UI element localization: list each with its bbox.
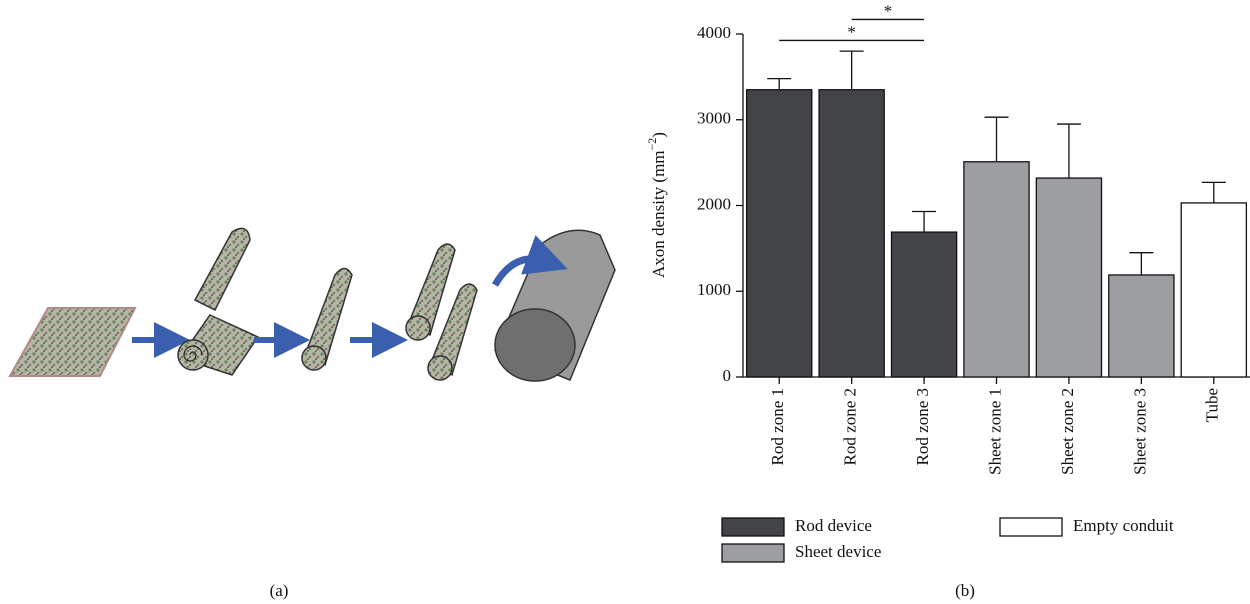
- bar: [1180, 202, 1248, 378]
- roll: [193, 227, 251, 312]
- panel-label: (a): [270, 581, 289, 600]
- y-axis-label-suffix: ): [649, 132, 668, 138]
- x-tick-label: Rod zone 1: [768, 388, 787, 465]
- bar: [745, 89, 813, 378]
- rod: [407, 243, 456, 337]
- y-axis-label-text: Axon density (mm: [649, 150, 668, 278]
- legend-label: Sheet device: [795, 542, 881, 561]
- rod: [304, 267, 353, 367]
- tube-end: [494, 308, 576, 382]
- illustration: (a): [8, 227, 616, 600]
- x-tick-label: Tube: [1203, 388, 1222, 422]
- legend-swatch: [999, 517, 1063, 537]
- legend-label: Empty conduit: [1073, 516, 1174, 535]
- panel-label: (b): [955, 581, 975, 600]
- bar: [963, 161, 1030, 378]
- x-tick-label: Sheet zone 2: [1058, 388, 1077, 475]
- rod-end: [427, 355, 453, 381]
- curved-arrow: [491, 235, 568, 287]
- y-tick-label: 3000: [697, 109, 731, 128]
- rod-end: [405, 315, 431, 341]
- x-tick-label: Rod zone 3: [913, 388, 932, 465]
- spiral: [183, 345, 203, 362]
- bar: [890, 231, 958, 378]
- bar: [818, 89, 885, 378]
- x-tick-label: Sheet zone 1: [985, 388, 1004, 475]
- x-tick-label: Rod zone 2: [841, 388, 860, 465]
- rod: [429, 283, 478, 377]
- y-tick-label: 4000: [697, 23, 731, 42]
- significance-label: *: [847, 22, 856, 41]
- significance-label: *: [884, 1, 893, 20]
- y-tick-label: 2000: [697, 194, 731, 213]
- y-axis-label: Axon density (mm−2): [645, 132, 668, 278]
- roll-end: [177, 339, 209, 371]
- legend-label: Rod device: [795, 516, 872, 535]
- rod-end: [301, 345, 327, 371]
- legend-swatch: [721, 517, 785, 537]
- bar: [1035, 177, 1103, 378]
- y-tick-label: 1000: [697, 280, 731, 299]
- sheet: [8, 307, 137, 377]
- bar: [1108, 274, 1175, 378]
- legend-swatch: [721, 543, 785, 563]
- x-tick-label: Sheet zone 3: [1130, 388, 1149, 475]
- y-axis-label-sup: −2: [645, 138, 659, 151]
- y-tick-label: 0: [723, 366, 732, 385]
